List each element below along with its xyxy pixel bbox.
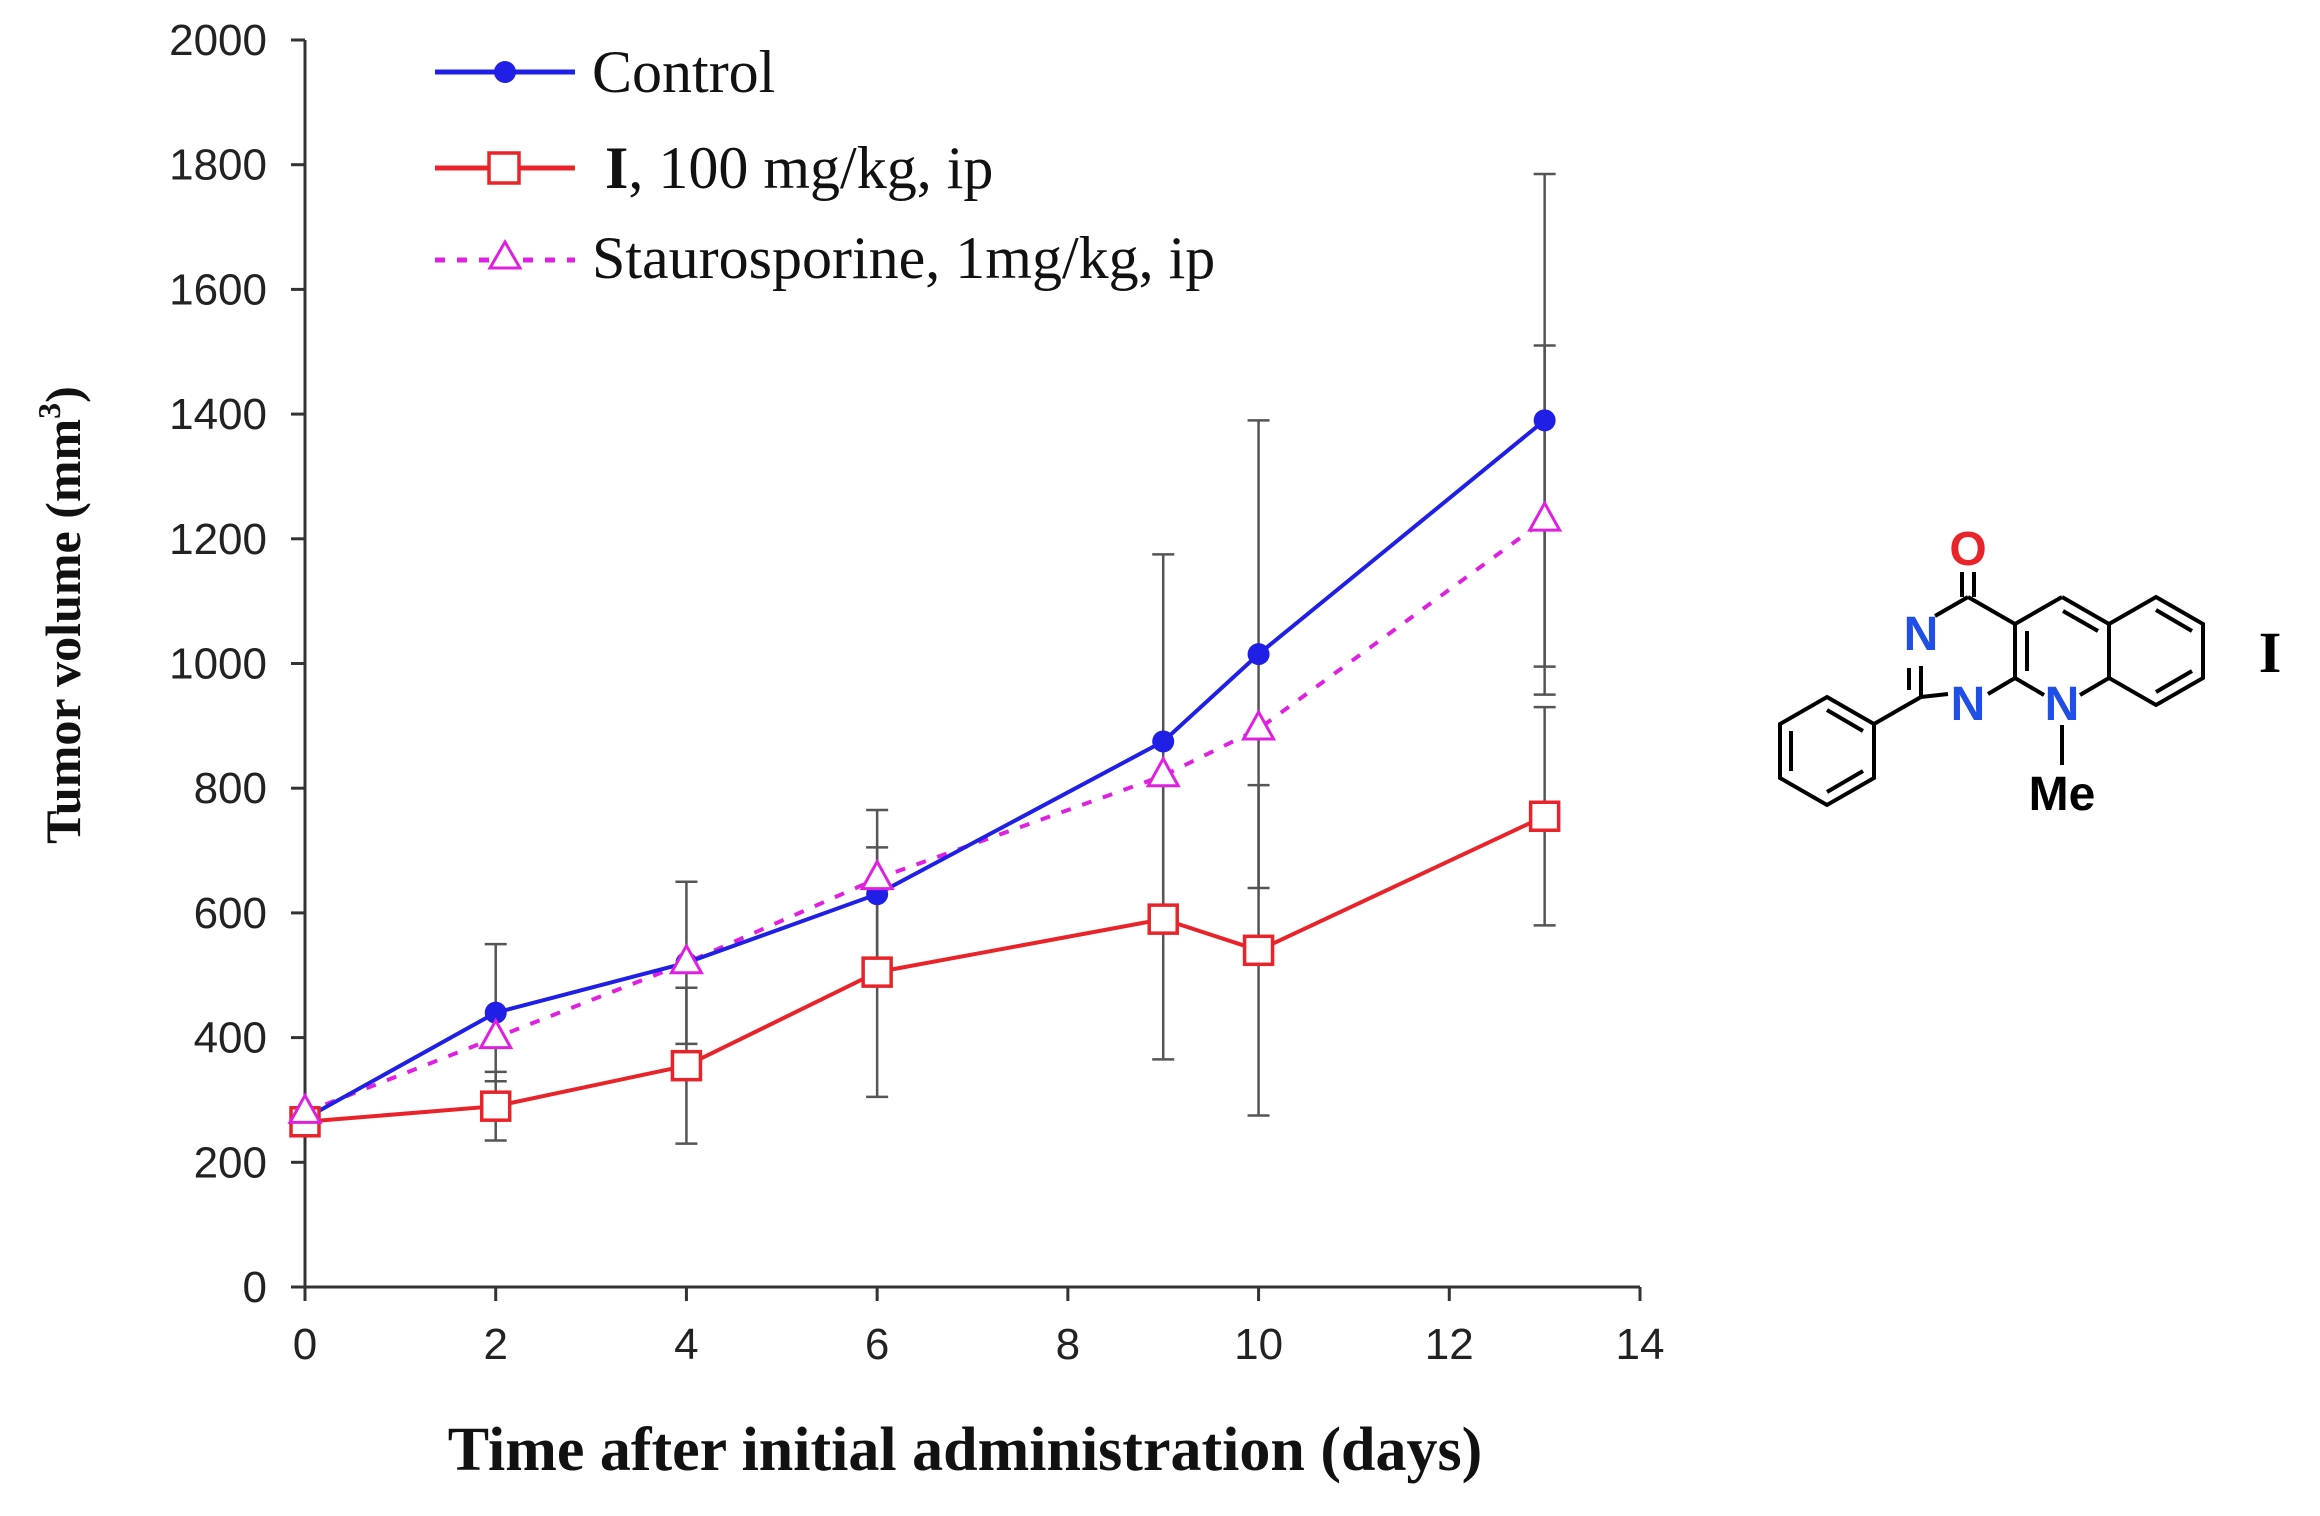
oxygen-atom-label: O [1949,523,1986,576]
y-tick-label: 800 [194,764,267,813]
x-tick-label: 8 [1056,1320,1080,1369]
data-point-compound-i [1147,903,1179,935]
y-tick-label: 600 [194,889,267,938]
x-tick-label: 10 [1234,1320,1283,1369]
x-tick-label: 2 [483,1320,507,1369]
c9a-n10-bond [2078,676,2111,697]
phenyl-double-bond-1 [1825,708,1865,733]
chemical-structure [1778,572,2205,808]
y-axis-title: Tumor volume (mm3) [31,386,91,844]
data-point-staurosporine [1241,708,1277,741]
legend-item-control: Control [435,39,775,105]
legend-marker-staurosporine [487,238,523,270]
data-point-control [484,1001,507,1024]
n1-c2-bond [1920,692,1949,699]
legend: Control I, 100 mg/kg, ip Staurosporine, … [435,39,1215,291]
n3-c4-bond [1934,595,1969,618]
y-tick-label: 2000 [169,16,267,65]
x-tick-label: 14 [1616,1320,1665,1369]
y-tick-label: 400 [194,1014,267,1063]
data-point-compound-i [479,1090,512,1122]
benzo-ring [2107,594,2205,708]
legend-label-compound-i: I, 100 mg/kg, ip [605,135,993,201]
phenyl-double-bond-2 [1825,769,1865,794]
n1-atom-label: N [1951,678,1986,731]
structure-atom-labels: O N N N Me I [1904,523,2282,821]
n10-atom-label: N [2045,678,2080,731]
data-point-staurosporine [287,1092,323,1124]
legend-marker-compound-i [487,151,521,185]
y-ticks: 0 200 400 600 800 1000 1200 1400 1600 1800 2000 [169,16,305,1312]
x-tick-label: 12 [1425,1320,1474,1369]
c4a-c5-bond [2014,595,2063,626]
data-point-staurosporine [668,942,704,975]
compound-label: I [2259,620,2282,685]
data-point-compound-i [1242,934,1275,967]
legend-item-staurosporine: Staurosporine, 1mg/kg, ip [435,225,1215,291]
y-tick-label: 0 [243,1263,267,1312]
y-tick-label: 1600 [169,265,267,314]
y-tick-label: 1000 [169,640,267,689]
benzo-double-bond-2 [2154,669,2194,694]
n3-atom-label: N [1904,608,1939,661]
data-point-staurosporine [859,858,895,891]
c10a-n1-bond [1986,676,2017,696]
data-point-control [1533,409,1556,432]
c4-c4a-bond [1967,595,2016,626]
c5-c5a-double [2062,609,2099,633]
chart: 0 200 400 600 800 1000 1200 1400 1600 1800 2000 0 2… [31,16,1664,1484]
x-tick-label: 4 [674,1320,698,1369]
series-markers [287,409,1563,1138]
data-point-compound-i [861,956,893,988]
y-tick-label: 1400 [169,390,267,439]
methyl-label: Me [2029,768,2096,821]
data-point-staurosporine [1527,500,1563,532]
benzo-double-bond-1 [2154,608,2194,633]
legend-label-control: Control [592,39,775,105]
legend-marker-control [494,61,516,83]
n10-c10a-bond [2013,676,2046,697]
phenyl-to-c2-bond [1873,695,1922,726]
data-point-compound-i [670,1049,703,1082]
legend-item-compound-i: I, 100 mg/kg, ip [435,135,993,201]
c5-c5a-bond [2061,595,2110,626]
legend-label-staurosporine: Staurosporine, 1mg/kg, ip [592,225,1215,291]
y-tick-label: 1800 [169,141,267,190]
y-tick-label: 1200 [169,515,267,564]
data-point-compound-i [1528,800,1561,833]
data-point-staurosporine [478,1017,514,1050]
y-tick-label: 200 [194,1138,267,1187]
x-tick-label: 0 [293,1320,317,1369]
data-point-control [1247,643,1270,666]
x-ticks: 0 2 4 6 8 10 12 14 [293,1287,1665,1369]
x-axis-title: Time after initial administration (days) [448,1416,1482,1484]
data-point-staurosporine [1145,755,1181,788]
data-point-control [1152,730,1175,753]
x-tick-label: 6 [865,1320,889,1369]
